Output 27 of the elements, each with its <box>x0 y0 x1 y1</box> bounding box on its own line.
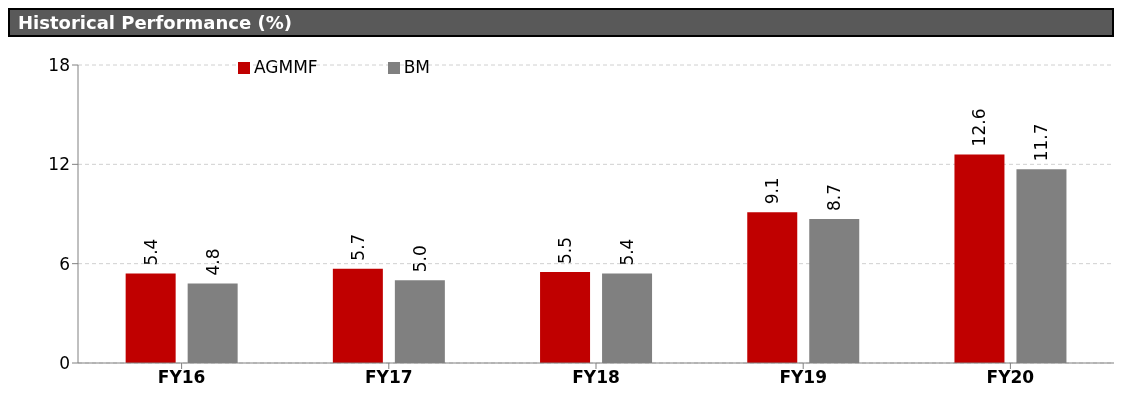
data-label: 4.8 <box>202 248 223 276</box>
y-tick-label: 18 <box>48 55 70 76</box>
bar <box>954 154 1005 363</box>
data-label: 5.7 <box>347 233 368 261</box>
data-label: 8.7 <box>824 183 845 211</box>
legend-label: AGMMF <box>254 57 318 77</box>
x-tick-label: FY19 <box>779 367 827 388</box>
bar <box>125 273 176 363</box>
bar <box>540 271 591 363</box>
data-label: 5.4 <box>617 238 638 266</box>
x-tick-label: FY17 <box>365 367 413 388</box>
data-label: 5.4 <box>140 238 161 266</box>
data-label: 9.1 <box>762 177 783 205</box>
x-tick-label: FY18 <box>572 367 620 388</box>
data-label: 5.0 <box>409 245 430 273</box>
bar <box>747 212 798 363</box>
x-tick-label: FY16 <box>157 367 206 388</box>
y-tick-label: 6 <box>59 253 70 274</box>
y-tick-label: 0 <box>59 353 70 374</box>
legend-label: BM <box>403 57 430 77</box>
y-tick-label: 12 <box>48 154 70 175</box>
x-tick-label: FY20 <box>986 367 1035 388</box>
chart-title: Historical Performance (%) <box>8 8 1114 37</box>
bar <box>332 268 383 363</box>
data-label: 11.7 <box>1031 123 1052 162</box>
data-label: 12.6 <box>969 108 990 147</box>
data-label: 5.5 <box>555 236 576 264</box>
